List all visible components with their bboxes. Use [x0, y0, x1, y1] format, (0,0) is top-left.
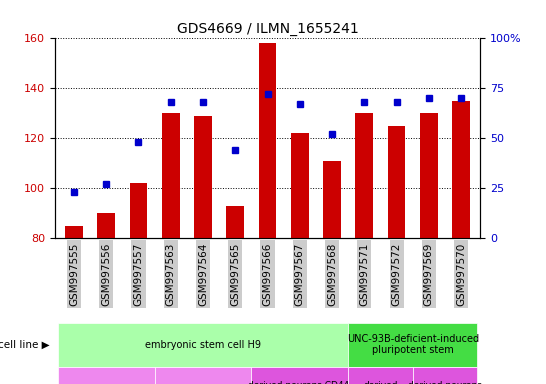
Bar	[348, 323, 477, 367]
Bar	[355, 113, 373, 238]
Text: GSM997565: GSM997565	[230, 242, 240, 306]
Text: derived neurons CD44-
EGFR-: derived neurons CD44- EGFR-	[248, 381, 352, 384]
Bar	[97, 213, 115, 238]
Text: derived
astrocytes: derived astrocytes	[357, 381, 404, 384]
Text: GSM997571: GSM997571	[359, 242, 369, 306]
Bar	[420, 113, 438, 238]
Text: GSM997563: GSM997563	[166, 242, 176, 306]
Text: GSM997567: GSM997567	[295, 242, 305, 306]
Text: GSM997568: GSM997568	[327, 242, 337, 306]
Text: GSM997569: GSM997569	[424, 242, 434, 306]
Bar	[348, 367, 413, 384]
Text: embryonic stem cell H9: embryonic stem cell H9	[145, 339, 261, 350]
Text: derived neurons
CD44- EGFR-: derived neurons CD44- EGFR-	[408, 381, 482, 384]
Bar	[194, 116, 212, 238]
Bar	[129, 183, 147, 238]
Text: GSM997556: GSM997556	[101, 242, 111, 306]
Bar	[251, 367, 348, 384]
Bar	[162, 113, 180, 238]
Bar	[452, 101, 470, 238]
Text: GSM997557: GSM997557	[133, 242, 144, 306]
Bar	[388, 126, 406, 238]
Bar	[58, 323, 348, 367]
Text: GSM997566: GSM997566	[263, 242, 272, 306]
Bar	[227, 205, 244, 238]
Bar	[413, 367, 477, 384]
Bar	[155, 367, 251, 384]
Text: UNC-93B-deficient-induced
pluripotent stem: UNC-93B-deficient-induced pluripotent st…	[347, 334, 479, 356]
Text: GSM997572: GSM997572	[391, 242, 402, 306]
Bar	[323, 161, 341, 238]
Bar	[65, 225, 83, 238]
Text: GSM997570: GSM997570	[456, 242, 466, 306]
Text: cell line ▶: cell line ▶	[0, 339, 49, 350]
Bar	[259, 43, 276, 238]
Bar	[58, 367, 155, 384]
Text: GSM997564: GSM997564	[198, 242, 208, 306]
Title: GDS4669 / ILMN_1655241: GDS4669 / ILMN_1655241	[177, 22, 358, 36]
Bar	[291, 133, 308, 238]
Text: GSM997555: GSM997555	[69, 242, 79, 306]
